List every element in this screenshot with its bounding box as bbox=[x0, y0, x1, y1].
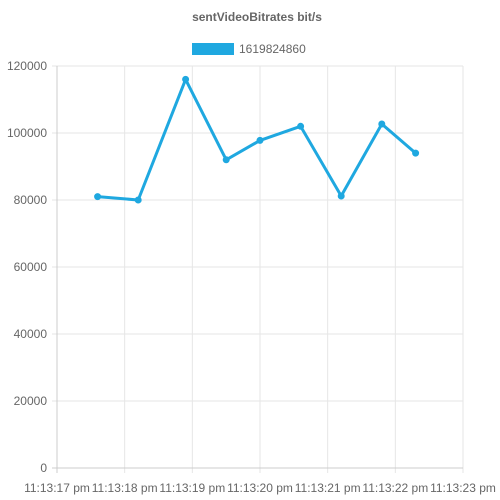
data-point bbox=[412, 149, 420, 157]
data-point bbox=[94, 193, 102, 201]
data-point bbox=[222, 156, 230, 164]
y-tick-label: 80000 bbox=[14, 193, 48, 207]
y-tick-label: 20000 bbox=[14, 394, 48, 408]
x-tick-label: 11:13:23 pm bbox=[430, 481, 496, 495]
x-tick-label: 11:13:20 pm bbox=[227, 481, 293, 495]
data-point bbox=[337, 192, 345, 200]
x-axis-ticks: 11:13:17 pm 11:13:18 pm 11:13:19 pm 11:13:2… bbox=[24, 481, 496, 495]
series-layer bbox=[94, 75, 420, 204]
y-tick-label: 60000 bbox=[14, 260, 48, 274]
x-tick-label: 11:13:21 pm bbox=[295, 481, 361, 495]
x-tick-label: 11:13:17 pm bbox=[24, 481, 90, 495]
data-point bbox=[134, 196, 142, 204]
axes bbox=[52, 66, 463, 473]
legend-swatch bbox=[192, 43, 234, 55]
grid bbox=[52, 65, 464, 473]
y-tick-label: 120000 bbox=[7, 59, 47, 73]
x-tick-label: 11:13:18 pm bbox=[92, 481, 158, 495]
legend-label: 1619824860 bbox=[239, 42, 306, 56]
chart-title: sentVideoBitrates bit/s bbox=[192, 10, 322, 24]
data-point bbox=[378, 120, 386, 128]
y-axis-ticks: 0 20000 40000 60000 80000 100000 120000 bbox=[7, 59, 47, 475]
data-point bbox=[256, 136, 264, 144]
data-point bbox=[297, 122, 305, 130]
y-tick-label: 0 bbox=[40, 461, 47, 475]
x-tick-label: 11:13:22 pm bbox=[362, 481, 428, 495]
y-tick-label: 40000 bbox=[14, 327, 48, 341]
data-point bbox=[182, 75, 190, 83]
x-tick-label: 11:13:19 pm bbox=[159, 481, 225, 495]
legend[interactable]: 1619824860 bbox=[192, 42, 306, 56]
y-tick-label: 100000 bbox=[7, 126, 47, 140]
